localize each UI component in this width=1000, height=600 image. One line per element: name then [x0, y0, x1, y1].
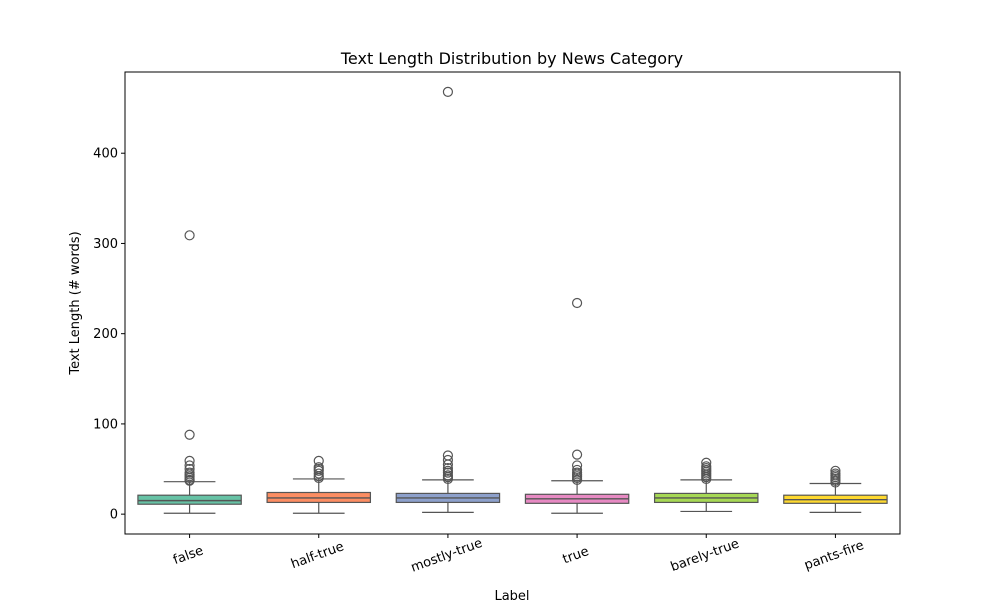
outlier-point	[442, 86, 454, 97]
outlier-point	[184, 460, 195, 471]
y-tick-label: 300	[93, 237, 118, 252]
x-tick-label: false	[171, 543, 205, 568]
box-pants-fire	[783, 465, 888, 513]
outlier-point	[184, 467, 195, 478]
outlier-point	[442, 450, 454, 461]
box-half-true	[266, 455, 372, 514]
x-axis: false half-true mostly-true true barely-true…	[171, 534, 866, 576]
outlier-point	[701, 461, 712, 472]
x-tick-label: half-true	[289, 539, 346, 572]
x-tick-label: true	[561, 544, 591, 567]
x-tick-label: mostly-true	[409, 536, 485, 576]
chart-title: Text Length Distribution by News Categor…	[340, 49, 683, 68]
outlier-point	[184, 230, 195, 241]
outlier-point	[571, 449, 583, 460]
y-tick-label: 0	[110, 508, 118, 523]
box-mostly-true	[395, 86, 501, 513]
outlier-point	[313, 462, 324, 473]
box-false	[137, 230, 242, 514]
outlier-point	[830, 468, 841, 479]
y-axis: 0 100 200 300 400	[93, 147, 125, 523]
y-tick-label: 200	[93, 327, 118, 342]
outlier-point	[184, 455, 195, 467]
outlier-point	[571, 297, 583, 309]
y-tick-label: 100	[93, 417, 118, 432]
outlier-point	[442, 470, 454, 481]
x-tick-label: barely-true	[669, 536, 742, 575]
outlier-point	[313, 455, 324, 467]
outlier-point	[571, 467, 583, 478]
box-barely-true	[653, 457, 759, 513]
y-tick-label: 400	[93, 147, 118, 162]
outlier-point	[571, 460, 583, 471]
outlier-point	[442, 465, 454, 476]
box-true	[524, 297, 630, 514]
x-tick-label: pants-fire	[802, 538, 866, 573]
outlier-point	[830, 465, 841, 476]
box-iqr	[137, 494, 242, 505]
x-axis-label: Label	[494, 589, 529, 600]
outlier-point	[442, 454, 454, 466]
outlier-point	[184, 429, 195, 440]
outlier-point	[701, 457, 712, 468]
outlier-point	[442, 463, 454, 474]
y-axis-label: Text Length (# words)	[68, 231, 83, 375]
outlier-point	[313, 468, 324, 479]
plot-area	[137, 86, 888, 514]
outlier-point	[571, 464, 583, 476]
plot-frame	[124, 71, 901, 535]
outlier-point	[184, 463, 195, 475]
